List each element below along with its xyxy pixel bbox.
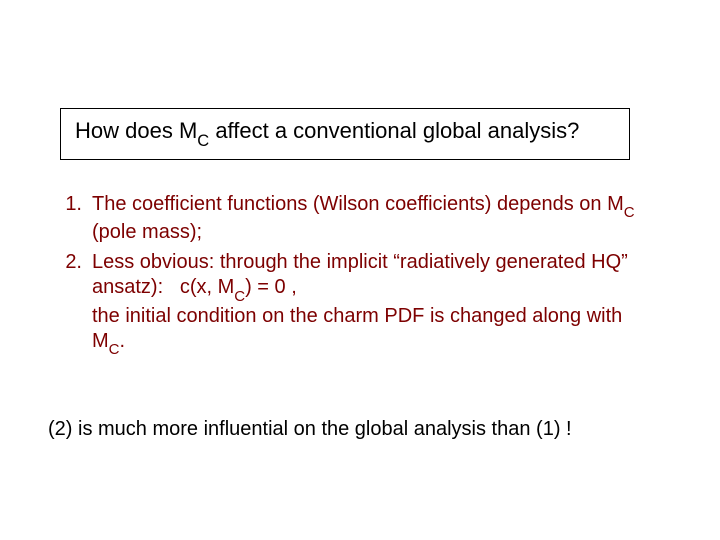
- item2-d: .: [120, 330, 126, 352]
- closing-text: (2) is much more influential on the glob…: [48, 416, 668, 442]
- list-item: 1. The coefficient functions (Wilson coe…: [48, 192, 648, 246]
- item1-sub: C: [624, 204, 635, 221]
- list-item: 2. Less obvious: through the implicit “r…: [48, 250, 648, 358]
- title-subscript: C: [197, 132, 209, 150]
- title-text-post: affect a conventional global analysis?: [209, 118, 579, 143]
- item2-c: the initial condition on the charm PDF i…: [92, 305, 622, 353]
- list-number: 1.: [48, 192, 92, 246]
- title-text-pre: How does M: [75, 118, 197, 143]
- item1-a: The coefficient functions (Wilson coeffi…: [92, 193, 624, 215]
- slide: How does MC affect a conventional global…: [0, 0, 720, 540]
- item2-sub: C: [234, 288, 245, 305]
- numbered-list: 1. The coefficient functions (Wilson coe…: [48, 192, 648, 361]
- item2-sub2: C: [109, 341, 120, 358]
- title-box: How does MC affect a conventional global…: [60, 108, 630, 160]
- list-number: 2.: [48, 250, 92, 358]
- item2-b: ) = 0 ,: [245, 276, 297, 298]
- list-body: Less obvious: through the implicit “radi…: [92, 250, 648, 358]
- list-body: The coefficient functions (Wilson coeffi…: [92, 192, 648, 246]
- item1-b: (pole mass);: [92, 221, 202, 243]
- item2-a: Less obvious: through the implicit “radi…: [92, 251, 628, 299]
